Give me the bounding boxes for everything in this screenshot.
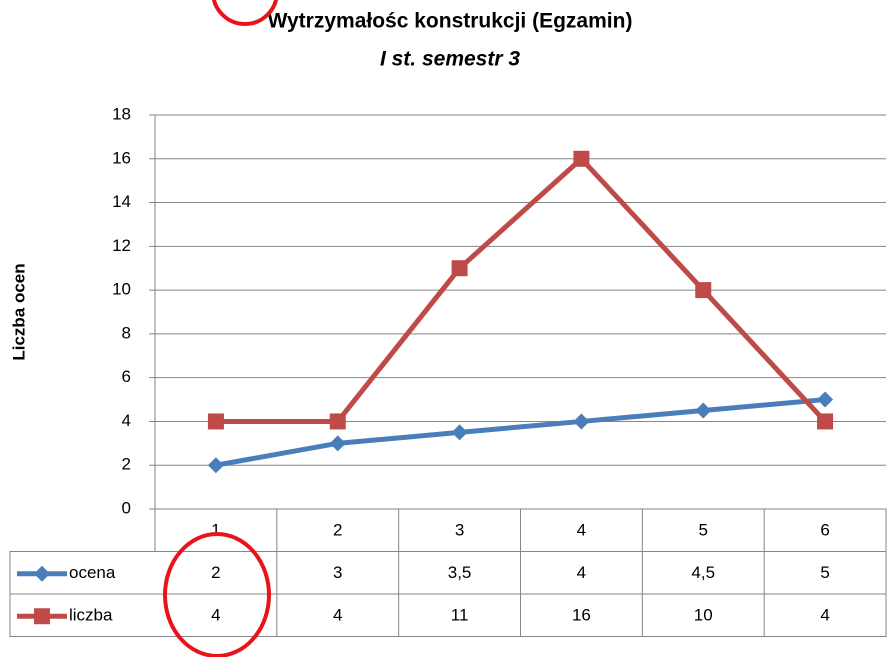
y-tick-label: 8 — [122, 323, 131, 342]
data-label: 3,5 — [448, 563, 472, 582]
y-tick-label: 18 — [112, 104, 131, 123]
data-label: 4 — [211, 606, 220, 625]
data-label: 3 — [333, 563, 342, 582]
x-tick-label: 3 — [455, 521, 464, 540]
marker — [451, 424, 468, 441]
x-tick-label: 6 — [820, 521, 829, 540]
data-label: 4 — [333, 606, 342, 625]
y-tick-label: 14 — [112, 192, 131, 211]
legend-marker — [34, 608, 50, 625]
marker — [695, 402, 712, 419]
y-tick-label: 0 — [122, 498, 131, 517]
marker — [817, 413, 834, 430]
marks — [207, 150, 834, 474]
marker — [817, 391, 834, 408]
x-tick-label: 5 — [699, 521, 708, 540]
marker — [573, 413, 590, 430]
marker — [207, 457, 224, 474]
line — [215, 397, 826, 468]
y-tick-label: 6 — [122, 367, 131, 386]
marker — [207, 413, 224, 430]
y-axis-label: Liczba ocen — [9, 263, 28, 360]
marker — [573, 150, 590, 167]
legend-label: liczba — [69, 606, 113, 625]
x-tick-label: 2 — [333, 521, 342, 540]
data-label: 4,5 — [691, 563, 715, 582]
annotation-circle — [211, 0, 279, 26]
line — [215, 156, 827, 424]
data-label: 5 — [820, 563, 829, 582]
legend-label: ocena — [69, 563, 116, 582]
marker — [695, 282, 712, 299]
y-tick-label: 4 — [122, 411, 131, 430]
y-tick-label: 12 — [112, 236, 131, 255]
marker — [329, 435, 346, 452]
data-label: 4 — [820, 606, 829, 625]
chart-title: Wytrzymałośc konstrukcji (Egzamin) — [268, 10, 633, 33]
x-tick-label: 1 — [211, 521, 220, 540]
x-tick-label: 4 — [577, 521, 586, 540]
marker — [451, 260, 468, 277]
marker — [329, 413, 346, 430]
data-label: 4 — [577, 563, 586, 582]
data-label: 2 — [211, 563, 220, 582]
data-label: 10 — [694, 606, 713, 625]
data-label: 11 — [451, 606, 469, 625]
data-label: 16 — [572, 606, 591, 625]
y-tick-label: 10 — [112, 280, 131, 299]
legend-marker — [34, 565, 50, 582]
y-tick-label: 2 — [122, 455, 131, 474]
chart-subtitle: I st. semestr 3 — [380, 48, 520, 71]
annotation-circle — [163, 532, 271, 657]
y-tick-label: 16 — [112, 148, 131, 167]
